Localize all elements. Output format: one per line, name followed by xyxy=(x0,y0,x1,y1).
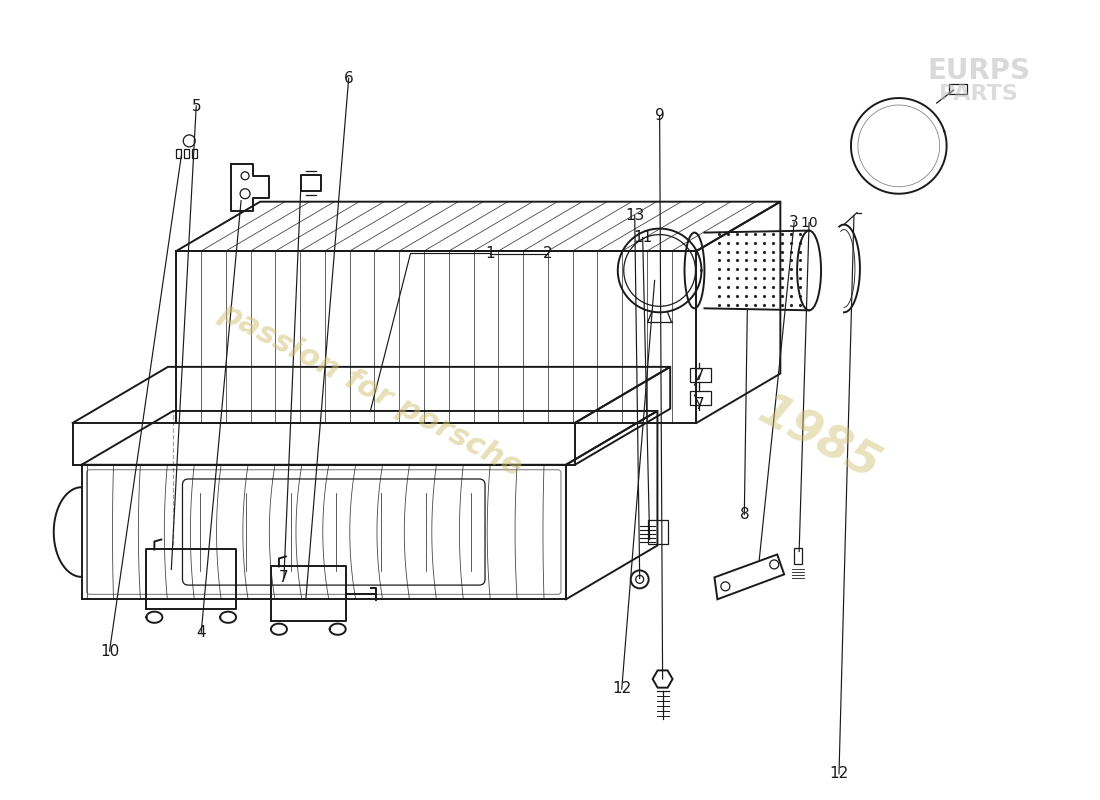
Bar xyxy=(948,84,967,94)
Text: PARTS: PARTS xyxy=(939,84,1018,104)
Text: 11: 11 xyxy=(634,230,652,245)
Text: 10: 10 xyxy=(100,644,119,658)
Text: 13: 13 xyxy=(625,208,645,223)
Bar xyxy=(794,549,802,565)
Text: 2: 2 xyxy=(543,246,553,261)
Bar xyxy=(185,149,189,158)
Bar xyxy=(690,368,712,382)
Text: 3: 3 xyxy=(790,215,799,230)
Bar xyxy=(192,149,197,158)
Bar xyxy=(648,519,668,543)
Text: 10: 10 xyxy=(801,216,818,230)
Text: passion for porsche: passion for porsche xyxy=(214,298,527,482)
Bar xyxy=(690,391,712,405)
Text: 5: 5 xyxy=(191,98,201,114)
Text: 8: 8 xyxy=(739,507,749,522)
Text: 12: 12 xyxy=(829,766,848,781)
Text: 1985: 1985 xyxy=(750,389,888,490)
Text: 7: 7 xyxy=(695,367,704,382)
Text: 7: 7 xyxy=(279,570,288,585)
Text: 12: 12 xyxy=(612,682,631,697)
Text: 1: 1 xyxy=(485,246,495,261)
Bar xyxy=(176,149,182,158)
Text: EURPS: EURPS xyxy=(927,57,1030,85)
Text: 4: 4 xyxy=(197,625,206,640)
Text: 6: 6 xyxy=(344,70,353,86)
Text: 7: 7 xyxy=(695,398,704,413)
Text: 9: 9 xyxy=(654,109,664,123)
